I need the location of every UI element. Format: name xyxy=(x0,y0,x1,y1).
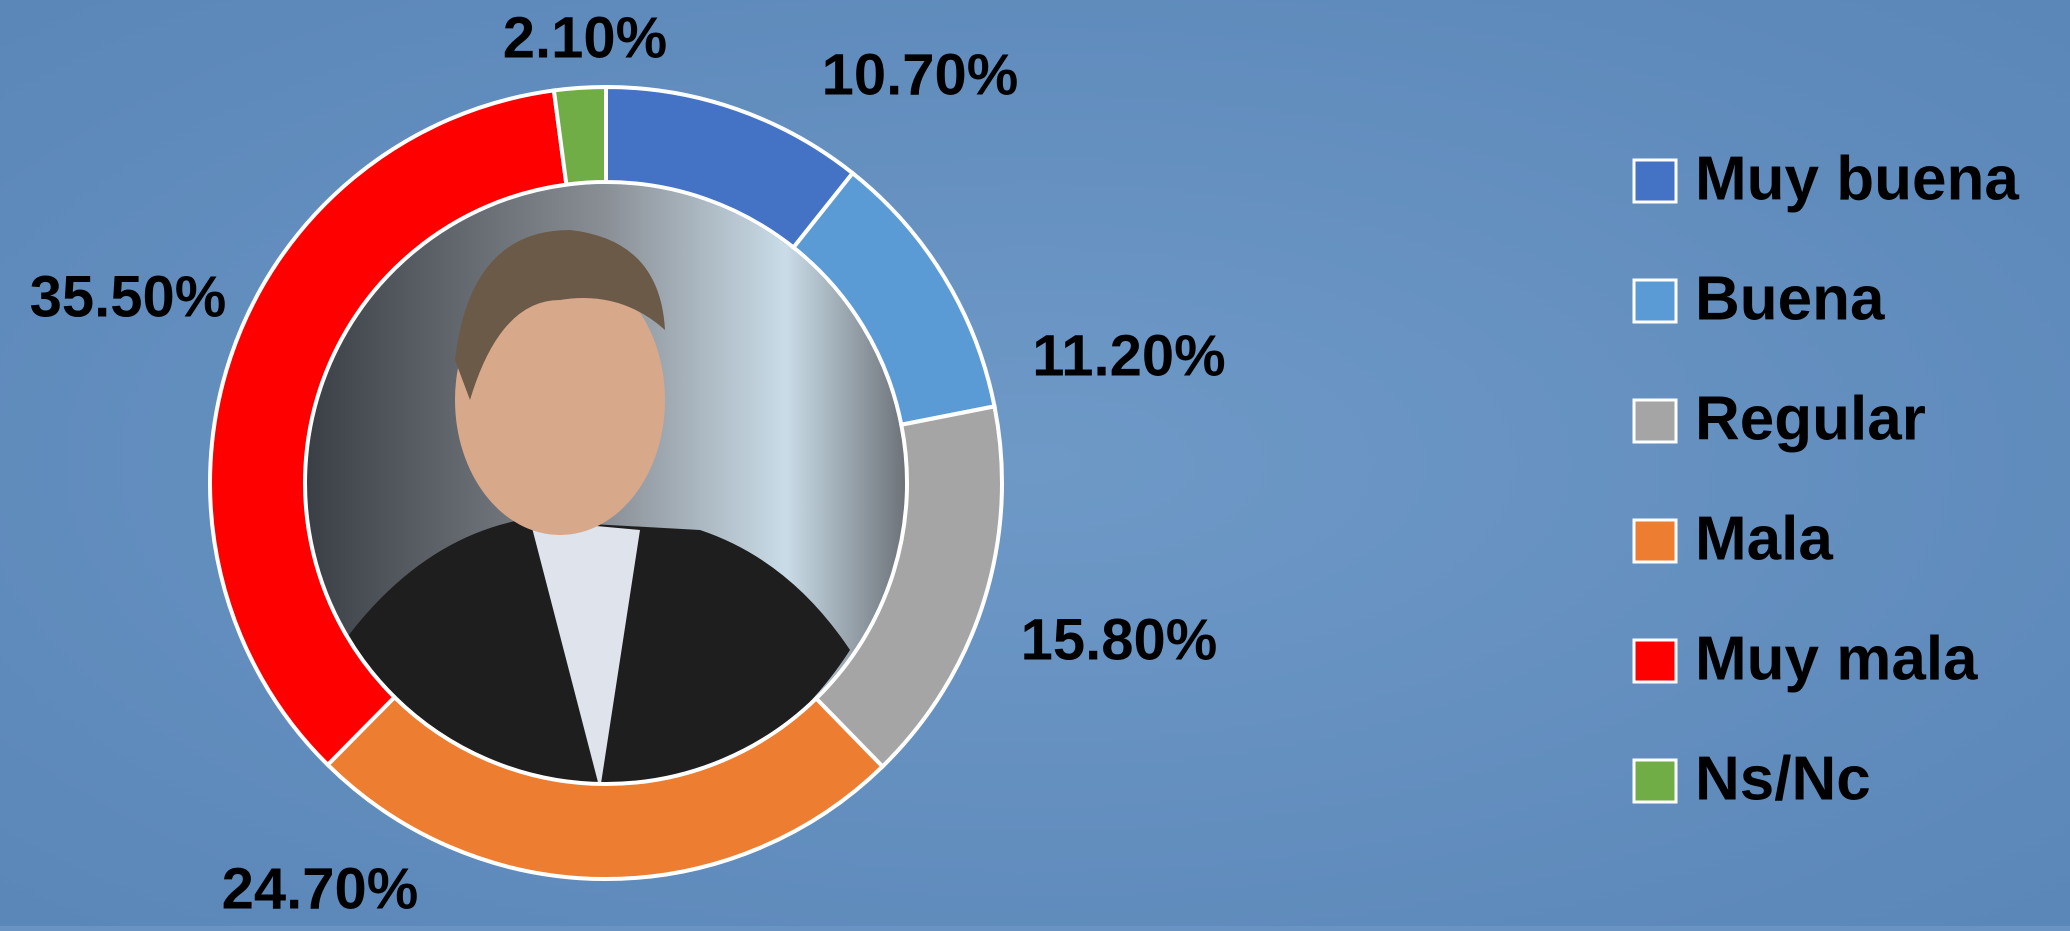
legend-label: Muy buena xyxy=(1695,144,2019,213)
data-label: 15.80% xyxy=(1021,607,1218,672)
data-label: 35.50% xyxy=(30,264,227,329)
data-label: 11.20% xyxy=(1032,323,1226,388)
legend-label: Buena xyxy=(1695,264,1885,333)
legend-label: Muy mala xyxy=(1695,624,1978,693)
legend-label: Mala xyxy=(1695,504,1833,573)
legend-swatch xyxy=(1634,640,1676,682)
data-label: 2.10% xyxy=(503,5,667,70)
data-label: 10.70% xyxy=(822,42,1019,107)
legend-swatch xyxy=(1634,760,1676,802)
legend-swatch xyxy=(1634,280,1676,322)
legend-swatch xyxy=(1634,400,1676,442)
legend-swatch xyxy=(1634,160,1676,202)
chart: 10.70% 11.20% 15.80% 24.70% 35.50% 2.10% Muy b… xyxy=(0,0,2070,926)
legend-label: Regular xyxy=(1695,384,1926,453)
legend-label: Ns/Nc xyxy=(1695,744,1871,813)
legend-swatch xyxy=(1634,520,1676,562)
page: 10.70% 11.20% 15.80% 24.70% 35.50% 2.10% Muy b… xyxy=(0,0,2070,926)
data-label: 24.70% xyxy=(222,856,419,921)
